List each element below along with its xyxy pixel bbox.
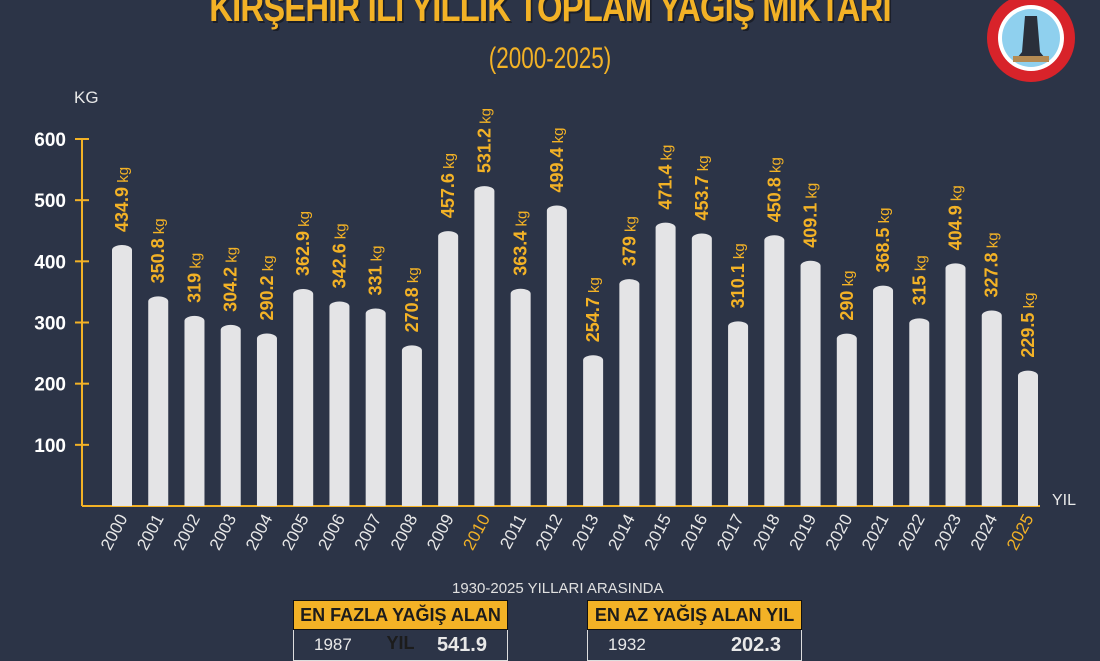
x-tick-label: 2008 xyxy=(387,511,422,553)
bar xyxy=(836,333,857,506)
bar xyxy=(148,296,169,506)
y-axis-label: KG xyxy=(74,88,99,107)
bar xyxy=(764,235,785,506)
bar xyxy=(800,260,821,506)
data-label: 290 kg xyxy=(837,271,857,321)
min-rain-year: 1932 xyxy=(608,635,646,654)
data-label: 315 kg xyxy=(909,255,929,305)
data-label: 379 kg xyxy=(619,216,639,266)
data-label: 327.8 kg xyxy=(982,232,1002,297)
x-tick-label: 2011 xyxy=(496,511,530,552)
bar xyxy=(256,333,277,506)
data-label: 254.7 kg xyxy=(583,277,603,342)
data-label: 342.6 kg xyxy=(329,223,349,288)
data-label: 453.7 kg xyxy=(692,155,712,220)
max-rain-box: EN FAZLA YAĞIŞ ALAN YIL 1987 541.9 xyxy=(293,600,508,661)
y-tick-label: 500 xyxy=(34,191,66,212)
bar xyxy=(619,279,640,506)
bar xyxy=(112,244,132,506)
x-tick-label: 2002 xyxy=(169,511,204,553)
x-tick-label: 2018 xyxy=(749,511,784,553)
x-tick-label: 2025 xyxy=(1003,511,1038,553)
x-tick-label: 2001 xyxy=(133,511,168,553)
bar xyxy=(220,324,241,506)
x-tick-label: 2013 xyxy=(568,511,603,553)
data-label: 471.4 kg xyxy=(656,145,676,210)
data-label: 290.2 kg xyxy=(257,255,277,320)
x-tick-label: 2003 xyxy=(206,511,241,553)
bar xyxy=(981,310,1002,506)
y-tick-label: 400 xyxy=(34,252,66,273)
bar xyxy=(583,355,604,506)
data-label: 404.9 kg xyxy=(946,185,966,250)
data-label: 363.4 kg xyxy=(511,211,531,276)
x-tick-label: 2004 xyxy=(242,511,277,553)
data-label: 499.4 kg xyxy=(547,127,567,192)
x-tick-label: 2020 xyxy=(822,511,857,553)
x-tick-label: 2017 xyxy=(713,511,748,553)
data-label: 368.5 kg xyxy=(873,208,893,273)
bar xyxy=(474,186,495,506)
data-label: 350.8 kg xyxy=(148,218,168,283)
x-tick-label: 2006 xyxy=(314,511,349,553)
data-label: 362.9 kg xyxy=(293,211,313,276)
bar xyxy=(1018,370,1038,506)
bar xyxy=(184,315,205,506)
x-tick-label: 2015 xyxy=(641,511,676,553)
y-tick-label: 600 xyxy=(34,130,66,151)
min-rain-value: 202.3 xyxy=(730,633,781,656)
x-tick-label: 2012 xyxy=(532,511,567,553)
max-rain-year: 1987 xyxy=(314,635,352,654)
data-label: 531.2 kg xyxy=(474,108,494,173)
y-tick-label: 100 xyxy=(34,436,66,457)
x-tick-label: 2021 xyxy=(858,511,893,553)
x-tick-label: 2000 xyxy=(97,511,132,553)
x-tick-label: 2024 xyxy=(967,511,1002,553)
bar xyxy=(873,285,894,506)
x-axis-label: YIL xyxy=(1052,492,1077,509)
data-label: 270.8 kg xyxy=(402,267,422,332)
bar xyxy=(691,233,712,506)
max-rain-value: 541.9 xyxy=(436,633,487,656)
min-rain-header: EN AZ YAĞIŞ ALAN YIL xyxy=(587,600,802,630)
data-label: 450.8 kg xyxy=(764,157,784,222)
x-tick-label: 2010 xyxy=(459,511,494,553)
data-label: 229.5 kg xyxy=(1018,293,1038,358)
min-rain-box: EN AZ YAĞIŞ ALAN YIL 1932 202.3 xyxy=(587,600,802,661)
data-label: 457.6 kg xyxy=(438,153,458,218)
x-tick-label: 2014 xyxy=(604,511,639,553)
bar xyxy=(438,231,459,506)
data-label: 409.1 kg xyxy=(801,183,821,248)
page-title: KIRŞEHİR İLİ YILLIK TOPLAM YAĞIŞ MİKTARI xyxy=(209,0,891,30)
y-tick-label: 200 xyxy=(34,375,66,396)
data-label: 434.9 kg xyxy=(112,167,132,232)
bar-chart: 100 200 300 400 500 600 434.9 kg 2000 350.8 kg 20… xyxy=(34,108,1040,553)
bar xyxy=(365,308,386,506)
x-tick-label: 2005 xyxy=(278,511,313,553)
data-label: 310.1 kg xyxy=(728,243,748,308)
max-rain-header: EN FAZLA YAĞIŞ ALAN YIL xyxy=(293,600,508,653)
bar xyxy=(546,205,567,506)
bar xyxy=(510,288,531,506)
bar xyxy=(401,345,422,506)
data-label: 304.2 kg xyxy=(221,247,241,312)
data-label: 331 kg xyxy=(366,245,386,295)
data-label: 319 kg xyxy=(184,253,204,303)
x-tick-label: 2022 xyxy=(894,511,929,553)
records-range-label: 1930-2025 YILLARI ARASINDA xyxy=(452,580,664,597)
bar xyxy=(728,321,749,506)
y-tick-label: 300 xyxy=(34,314,66,335)
bar xyxy=(655,222,676,507)
kirsehir-valiligi-logo xyxy=(987,0,1075,82)
x-tick-label: 2007 xyxy=(351,511,386,553)
x-tick-label: 2023 xyxy=(931,511,966,553)
page-subtitle: (2000-2025) xyxy=(488,42,612,75)
bar xyxy=(293,289,314,506)
x-tick-label: 2019 xyxy=(786,511,821,553)
bar xyxy=(945,263,966,506)
x-tick-label: 2009 xyxy=(423,511,458,553)
bar xyxy=(329,301,350,506)
x-tick-label: 2016 xyxy=(677,511,712,553)
bar xyxy=(909,318,930,506)
